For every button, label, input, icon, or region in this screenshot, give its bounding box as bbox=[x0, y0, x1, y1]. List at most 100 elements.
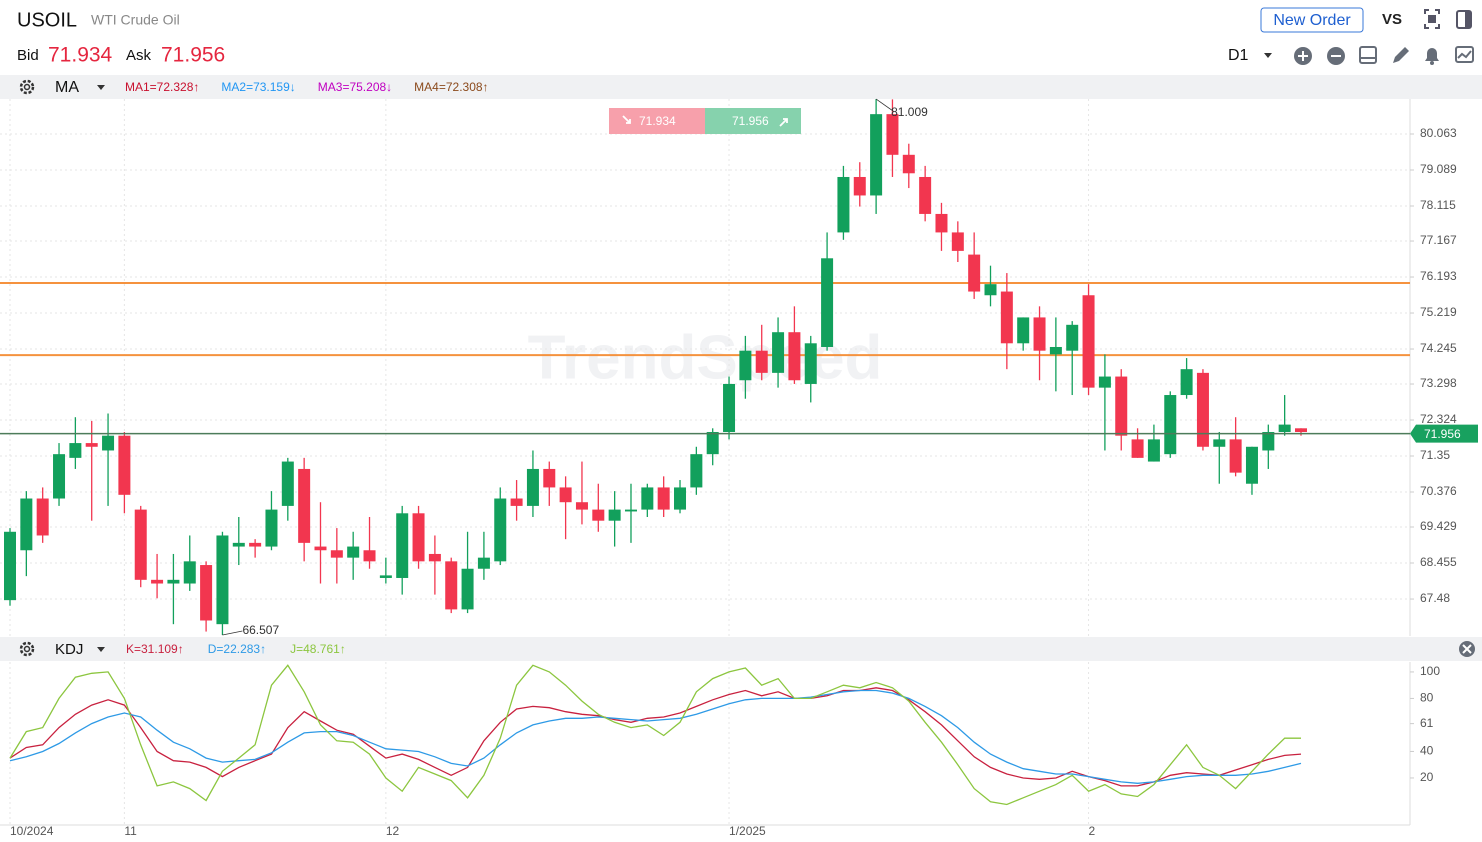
candle-body bbox=[1017, 317, 1030, 344]
indicator-select[interactable]: KDJ bbox=[55, 641, 105, 658]
y-tick-label: 67.48 bbox=[1420, 591, 1450, 605]
y-tick-label: 68.455 bbox=[1420, 555, 1457, 569]
candle-body bbox=[249, 542, 262, 547]
indicator-line bbox=[9, 664, 1301, 806]
icon-path bbox=[1430, 61, 1434, 65]
y-tick-label: 69.429 bbox=[1420, 519, 1457, 533]
candle-body bbox=[314, 546, 327, 551]
candle-body bbox=[298, 468, 311, 543]
legend-entry: K=31.109↑ bbox=[126, 642, 184, 656]
candle-body bbox=[363, 550, 376, 562]
ma-legend: MA1=72.328↑ bbox=[125, 80, 199, 94]
icon-path bbox=[1456, 10, 1472, 29]
icon-path bbox=[23, 645, 31, 653]
candle-body bbox=[396, 513, 409, 578]
indicator-select[interactable]: MA bbox=[55, 79, 105, 96]
candle-body bbox=[674, 487, 687, 510]
candle-body bbox=[151, 579, 164, 584]
candle-body bbox=[935, 213, 948, 233]
icon-path bbox=[1457, 50, 1472, 59]
candle-body bbox=[36, 498, 49, 536]
close-indicator[interactable] bbox=[1459, 641, 1475, 657]
candle-body bbox=[526, 468, 539, 506]
candle-body bbox=[265, 509, 278, 547]
draw-icon[interactable] bbox=[1393, 47, 1409, 63]
fullscreen-icon[interactable] bbox=[1424, 9, 1440, 29]
candle-body bbox=[1066, 324, 1079, 351]
timeframe-select[interactable]: D1 bbox=[1228, 47, 1272, 64]
y-tick-label: 74.245 bbox=[1420, 341, 1457, 355]
plot-layer: MA1=72.328↑ MA2=73.159↓ MA3=75.208↓ MA4=72.… bbox=[0, 80, 1478, 838]
last-price-box bbox=[1410, 424, 1478, 443]
icon-path bbox=[1455, 46, 1474, 63]
candle-body bbox=[575, 502, 588, 510]
icon-path bbox=[1298, 51, 1308, 61]
sell-arrow bbox=[622, 115, 631, 124]
candle-body bbox=[1262, 431, 1275, 451]
candle-body bbox=[1098, 376, 1111, 388]
candle-body bbox=[183, 561, 196, 584]
sell-box[interactable] bbox=[609, 108, 705, 134]
candle-body bbox=[232, 542, 245, 547]
candle-body bbox=[870, 114, 883, 196]
candle-body bbox=[85, 443, 98, 447]
indicator-icon[interactable] bbox=[1455, 46, 1474, 63]
candle-body bbox=[1033, 317, 1046, 351]
icon-path bbox=[1393, 47, 1409, 63]
alert-icon[interactable] bbox=[1425, 48, 1439, 65]
candle-body bbox=[53, 454, 66, 499]
buy-arrow bbox=[779, 118, 788, 127]
new-order-button[interactable]: New Order bbox=[1260, 7, 1364, 33]
y-tick-label: 77.167 bbox=[1420, 233, 1457, 247]
high-pointer bbox=[875, 98, 894, 112]
indicator-line bbox=[9, 689, 1302, 784]
candle-body bbox=[1213, 439, 1226, 447]
candle-body bbox=[1000, 291, 1013, 344]
candle-body bbox=[821, 258, 834, 347]
candle-body bbox=[412, 513, 425, 562]
settings-gear[interactable] bbox=[19, 79, 35, 95]
candle-body bbox=[102, 435, 115, 451]
indicator-bar bbox=[0, 637, 1482, 661]
candle-body bbox=[1278, 424, 1291, 432]
x-tick-label: 11 bbox=[124, 824, 137, 838]
candle-body bbox=[167, 579, 180, 584]
buy-price: 71.956 bbox=[732, 114, 769, 128]
candle-body bbox=[902, 154, 915, 174]
ma-legend: MA3=75.208↓ bbox=[318, 80, 392, 94]
layout-icon[interactable] bbox=[1359, 46, 1377, 64]
zoom-in[interactable] bbox=[1294, 47, 1312, 65]
candle-body bbox=[69, 443, 82, 458]
y-tick-label: 20 bbox=[1420, 770, 1434, 784]
x-tick-label: 10/2024 bbox=[10, 824, 54, 838]
candle-body bbox=[543, 468, 556, 488]
last-price-label: 71.956 bbox=[1424, 427, 1461, 441]
candle-body bbox=[723, 383, 736, 432]
icon-path bbox=[1425, 48, 1439, 61]
vs-button[interactable]: VS bbox=[1382, 11, 1402, 28]
dropdown-arrow bbox=[1264, 53, 1272, 58]
ma-legend: MA2=73.159↓ bbox=[221, 80, 295, 94]
panel-icon[interactable] bbox=[1456, 10, 1472, 29]
zoom-out[interactable] bbox=[1327, 47, 1345, 65]
candle-body bbox=[772, 332, 785, 373]
candle-body bbox=[445, 561, 458, 610]
candle-body bbox=[118, 435, 131, 495]
symbol: USOIL bbox=[17, 9, 77, 31]
candle-body bbox=[968, 254, 981, 292]
x-tick-label: 1/2025 bbox=[729, 824, 766, 838]
candle-body bbox=[330, 550, 343, 558]
candle-body bbox=[4, 531, 16, 601]
candle-body bbox=[1147, 439, 1160, 462]
settings-gear[interactable] bbox=[19, 641, 35, 657]
candle-body bbox=[853, 176, 866, 196]
indicator-bar bbox=[0, 75, 1482, 99]
candle-body bbox=[951, 232, 964, 251]
legend-entry: D=22.283↑ bbox=[208, 642, 266, 656]
y-tick-label: 100 bbox=[1420, 664, 1440, 678]
y-tick-label: 78.115 bbox=[1420, 198, 1456, 212]
candle-body bbox=[788, 332, 801, 381]
candle-body bbox=[1229, 439, 1242, 473]
high-label: 81.009 bbox=[891, 105, 928, 119]
candle-body bbox=[837, 176, 850, 233]
